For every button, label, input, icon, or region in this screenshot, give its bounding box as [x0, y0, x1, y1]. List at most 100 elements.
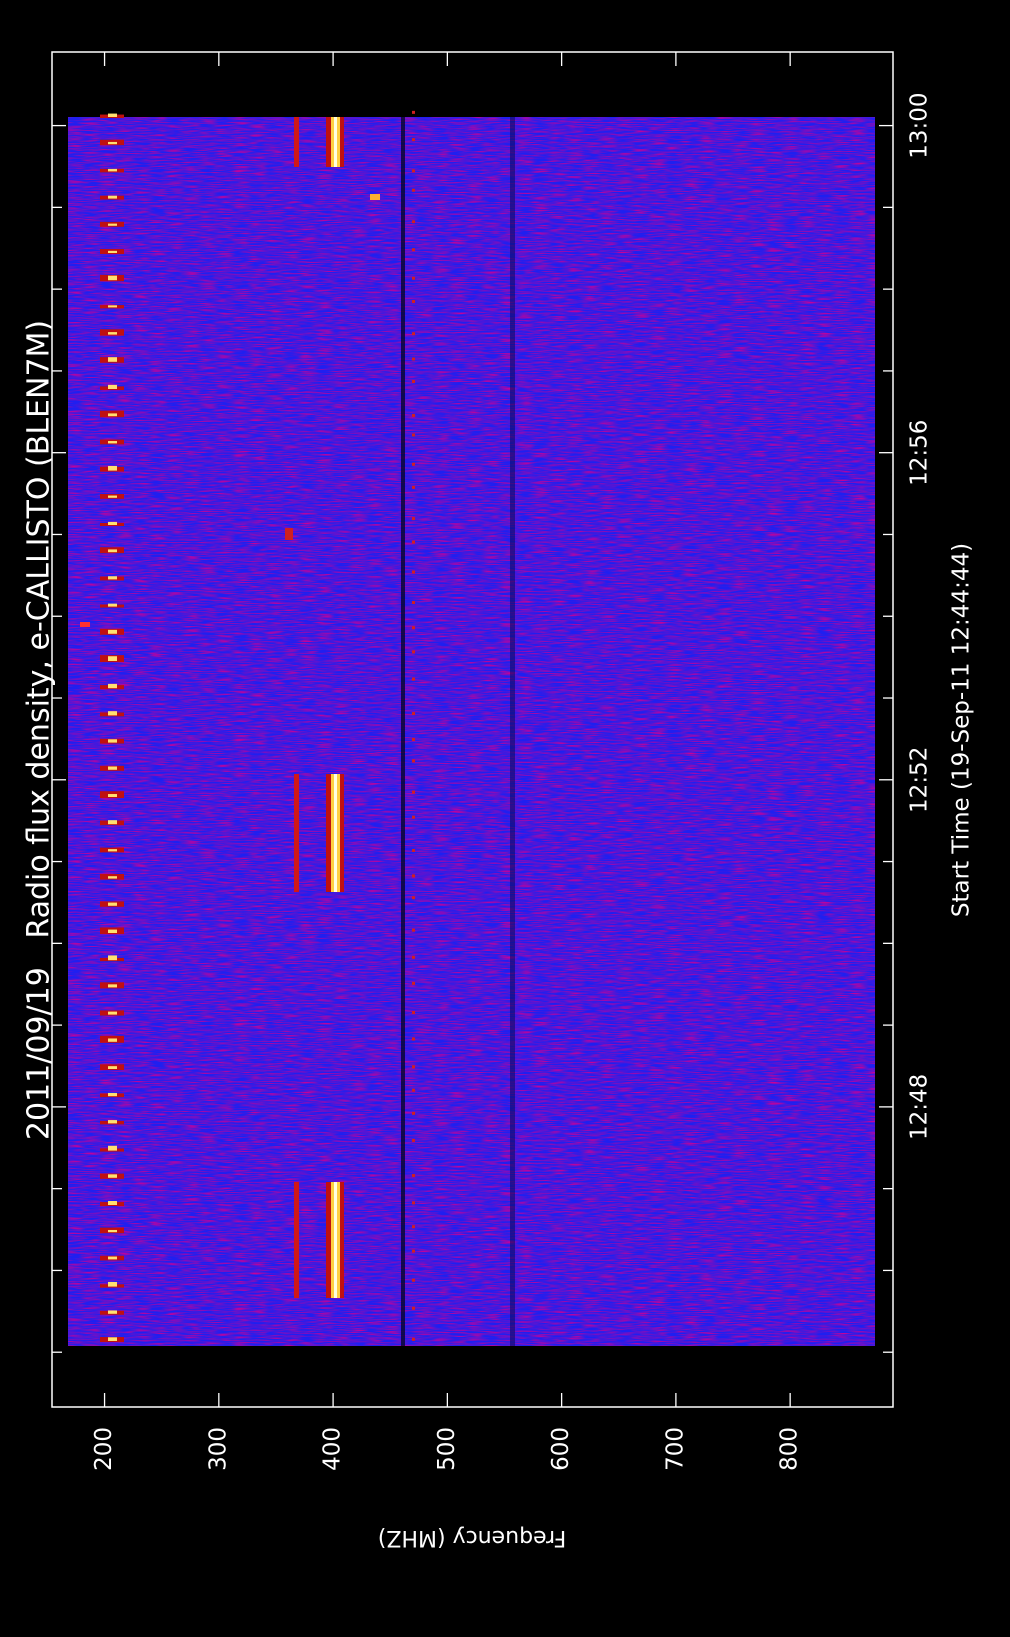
spectrogram-feature — [412, 358, 415, 361]
spectrogram-feature — [108, 739, 117, 742]
spectrogram-feature — [108, 251, 117, 253]
spectrogram-feature — [80, 622, 90, 627]
spectrogram-feature — [108, 1174, 117, 1177]
spectrogram-feature — [412, 463, 415, 466]
y-tick-label: 600 — [548, 1427, 574, 1471]
spectrogram-feature — [285, 528, 293, 540]
spectrogram-feature — [108, 276, 117, 281]
spectrogram-feature — [108, 1093, 117, 1096]
spectrogram-feature — [108, 903, 117, 906]
spectrogram-feature — [412, 1307, 415, 1310]
spectrogram-feature — [294, 774, 299, 892]
x-tick-label: 12:48 — [907, 1074, 933, 1140]
spectrogram-feature — [412, 1338, 415, 1341]
spectrogram-feature — [108, 876, 117, 878]
spectrogram-feature — [108, 496, 117, 498]
spectrogram-feature — [412, 277, 415, 280]
spectrogram-feature — [412, 712, 415, 715]
spectrogram-feature — [412, 486, 415, 489]
spectrogram-feature — [412, 1139, 415, 1142]
spectrogram-feature — [108, 441, 117, 443]
spectrogram-feature — [108, 522, 117, 525]
spectrogram-feature — [108, 332, 117, 335]
spectrogram-feature — [401, 117, 405, 1346]
spectrogram-feature — [412, 189, 415, 192]
spectrogram-feature — [334, 774, 337, 892]
spectrogram-feature — [412, 571, 415, 574]
spectrogram-feature — [108, 357, 117, 362]
spectrogram-feature — [108, 466, 117, 471]
spectrogram-feature — [108, 684, 117, 688]
spectrogram-feature — [108, 1230, 117, 1232]
spectrogram-feature — [412, 1201, 415, 1204]
spectrogram-feature — [108, 1146, 117, 1151]
spectrogram-feature — [412, 111, 415, 114]
spectrogram-feature — [412, 816, 415, 819]
spectrogram-feature — [108, 576, 117, 579]
y-axis-label: Frequency (MHZ) — [378, 1525, 566, 1550]
spectrogram-feature — [412, 1112, 415, 1115]
spectrogram-feature — [412, 929, 415, 932]
spectrogram-feature — [108, 766, 117, 769]
spectrogram-feature — [108, 169, 117, 171]
spectrogram-feature — [412, 169, 415, 172]
spectrogram-feature — [412, 517, 415, 520]
spectrogram-feature — [412, 300, 415, 303]
spectrogram-feature — [412, 433, 415, 436]
spectrogram-feature — [108, 1066, 117, 1069]
spectrogram-feature — [412, 1279, 415, 1282]
y-tick-label: 300 — [205, 1427, 231, 1471]
spectrogram-feature — [108, 385, 117, 389]
spectrogram-feature — [412, 248, 415, 251]
x-axis-label: Start Time (19-Sep-11 12:44:44) — [949, 543, 975, 917]
spectrogram-feature — [412, 380, 415, 383]
spectrogram-feature — [108, 1310, 117, 1313]
spectrogram-feature — [412, 650, 415, 653]
spectrogram-feature — [412, 626, 415, 629]
spectrogram-feature — [412, 1089, 415, 1092]
spectrogram-feature — [412, 956, 415, 959]
spectrogram-feature — [108, 1201, 117, 1205]
spectrogram-feature — [412, 1174, 415, 1177]
spectrogram-feature — [108, 1038, 117, 1041]
y-tick-label: 200 — [91, 1427, 117, 1471]
spectrogram-feature — [294, 1182, 299, 1298]
spectrogram-feature — [412, 414, 415, 417]
spectrogram-feature — [412, 759, 415, 762]
spectrogram-feature — [108, 1257, 117, 1260]
spectrogram-feature — [108, 711, 117, 715]
spectrogram — [68, 111, 875, 1346]
spectrogram-feature — [412, 1225, 415, 1228]
spectrogram-feature — [334, 117, 337, 167]
y-tick-label: 700 — [662, 1427, 688, 1471]
spectrogram-feature — [294, 117, 299, 167]
spectrogram-feature — [412, 791, 415, 794]
y-tick-label: 500 — [434, 1427, 460, 1471]
spectrogram-feature — [108, 549, 117, 552]
spectrogram-feature — [412, 1065, 415, 1068]
spectrogram-feature — [412, 541, 415, 544]
spectrogram-feature — [108, 930, 117, 933]
spectrogram-feature — [108, 196, 117, 199]
spectrogram-feature — [108, 224, 117, 226]
y-tick-label: 800 — [777, 1427, 803, 1471]
page: 2011/09/19 Radio flux density, e-CALLIST… — [0, 0, 1010, 1637]
spectrogram-feature — [412, 849, 415, 852]
spectrogram-feature — [412, 220, 415, 223]
spectrogram-feature — [108, 1120, 117, 1123]
spectrogram-feature — [412, 1011, 415, 1014]
spectrogram-feature — [412, 874, 415, 877]
spectrogram-feature — [108, 1282, 117, 1287]
spectrogram-feature — [108, 955, 117, 960]
spectrogram-feature — [108, 820, 117, 824]
spectrogram-feature — [334, 1182, 337, 1298]
spectrogram-feature — [108, 1337, 117, 1341]
spectrogram-feature — [108, 794, 117, 797]
spectrogram-feature — [412, 332, 415, 335]
spectrogram-feature — [108, 1012, 117, 1015]
x-tick-label: 13:00 — [907, 92, 933, 158]
spectrogram-feature — [412, 601, 415, 604]
spectrogram-feature — [108, 630, 117, 634]
spectrogram-feature — [412, 138, 415, 141]
spectrogram-feature — [108, 656, 117, 661]
